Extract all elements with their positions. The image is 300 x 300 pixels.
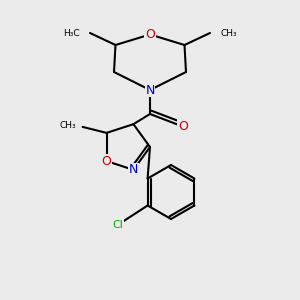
- Text: O: O: [102, 154, 112, 168]
- Text: Cl: Cl: [112, 220, 123, 230]
- Text: H₃C: H₃C: [63, 28, 80, 38]
- Text: N: N: [145, 83, 155, 97]
- Text: CH₃: CH₃: [220, 28, 237, 38]
- Text: CH₃: CH₃: [60, 121, 76, 130]
- Text: O: O: [145, 28, 155, 41]
- Text: O: O: [178, 120, 188, 133]
- Text: N: N: [129, 163, 138, 176]
